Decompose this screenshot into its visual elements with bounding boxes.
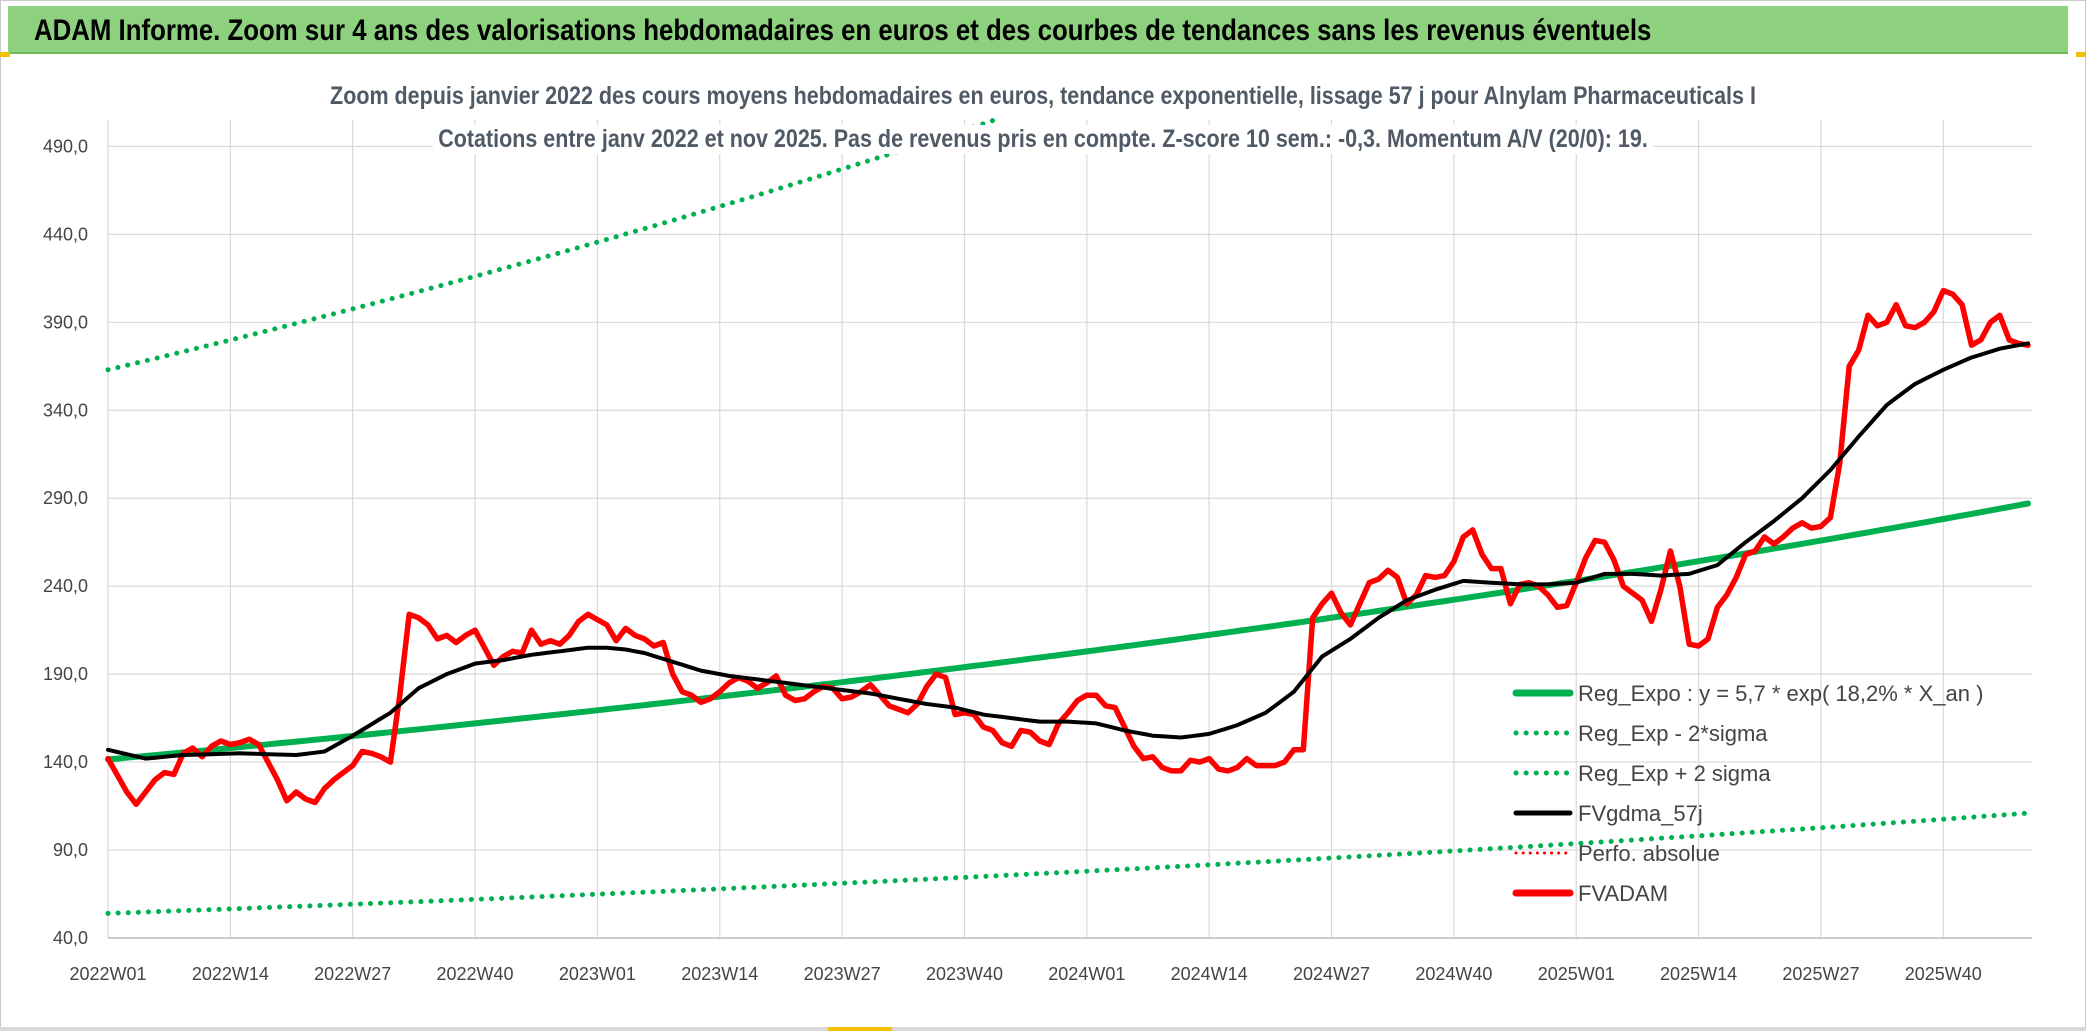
y-tick-label: 340,0 bbox=[43, 400, 88, 420]
x-tick-label: 2024W01 bbox=[1048, 964, 1125, 984]
x-tick-label: 2024W14 bbox=[1171, 964, 1248, 984]
x-tick-label: 2022W01 bbox=[69, 964, 146, 984]
fvadam-line bbox=[105, 287, 2031, 808]
legend-label: Perfo. absolue bbox=[1578, 841, 1720, 866]
y-tick-label: 390,0 bbox=[43, 312, 88, 332]
x-tick-label: 2023W27 bbox=[804, 964, 881, 984]
series-reg-exp-plus-2sigma bbox=[105, 118, 996, 373]
y-tick-label: 290,0 bbox=[43, 488, 88, 508]
x-tick-label: 2024W27 bbox=[1293, 964, 1370, 984]
y-tick-label: 90,0 bbox=[53, 840, 88, 860]
corner-accent-left bbox=[0, 52, 10, 57]
series-fvgdma-57j bbox=[106, 341, 2030, 761]
band-lower-line bbox=[105, 810, 2031, 916]
x-tick-label: 2022W14 bbox=[192, 964, 269, 984]
legend-label: FVADAM bbox=[1578, 881, 1668, 906]
x-tick-label: 2025W01 bbox=[1538, 964, 1615, 984]
bottom-strip bbox=[0, 1027, 2086, 1031]
y-tick-label: 190,0 bbox=[43, 664, 88, 684]
x-tick-label: 2022W27 bbox=[314, 964, 391, 984]
series-reg-exp-minus-2sigma bbox=[105, 810, 2031, 916]
reg-expo-line bbox=[105, 500, 2031, 763]
x-tick-label: 2022W40 bbox=[437, 964, 514, 984]
grid-lines bbox=[107, 120, 2032, 939]
y-tick-label: 440,0 bbox=[43, 224, 88, 244]
report-banner: ADAM Informe. Zoom sur 4 ans des valoris… bbox=[8, 6, 2068, 54]
y-tick-label: 140,0 bbox=[43, 752, 88, 772]
series-fvadam bbox=[105, 287, 2031, 808]
x-tick-label: 2025W14 bbox=[1660, 964, 1737, 984]
fvgdma-line bbox=[106, 341, 2030, 761]
y-tick-label: 40,0 bbox=[53, 928, 88, 948]
y-tick-label: 240,0 bbox=[43, 576, 88, 596]
y-tick-label: 490,0 bbox=[43, 136, 88, 156]
band-upper-line bbox=[105, 118, 996, 373]
chart-title-line-2: Cotations entre janv 2022 et nov 2025. P… bbox=[433, 125, 1653, 154]
legend-label: FVgdma_57j bbox=[1578, 801, 1703, 826]
legend-label: Reg_Exp + 2 sigma bbox=[1578, 761, 1771, 786]
x-tick-label: 2023W01 bbox=[559, 964, 636, 984]
x-tick-label: 2023W14 bbox=[681, 964, 758, 984]
y-axis: 490,0 440,0 390,0 340,0 290,0 240,0 190,0 140,0… bbox=[43, 136, 88, 948]
bottom-accent bbox=[828, 1027, 892, 1031]
chart-title-line-1: Zoom depuis janvier 2022 des cours moyen… bbox=[324, 82, 1762, 111]
x-tick-label: 2025W27 bbox=[1782, 964, 1859, 984]
x-axis: 2022W01 2022W14 2022W27 2022W40 2023W01 2023W… bbox=[69, 964, 1981, 984]
corner-accent-right bbox=[2076, 52, 2086, 57]
x-tick-label: 2023W40 bbox=[926, 964, 1003, 984]
chart-legend: Reg_Expo : y = 5,7 * exp( 18,2% * X_an )… bbox=[1512, 681, 1983, 906]
x-tick-label: 2025W40 bbox=[1905, 964, 1982, 984]
legend-label: Reg_Exp - 2*sigma bbox=[1578, 721, 1768, 746]
legend-label: Reg_Expo : y = 5,7 * exp( 18,2% * X_an ) bbox=[1578, 681, 1983, 706]
series-reg-expo bbox=[105, 500, 2031, 763]
banner-title: ADAM Informe. Zoom sur 4 ans des valoris… bbox=[34, 14, 1652, 47]
x-tick-label: 2024W40 bbox=[1415, 964, 1492, 984]
